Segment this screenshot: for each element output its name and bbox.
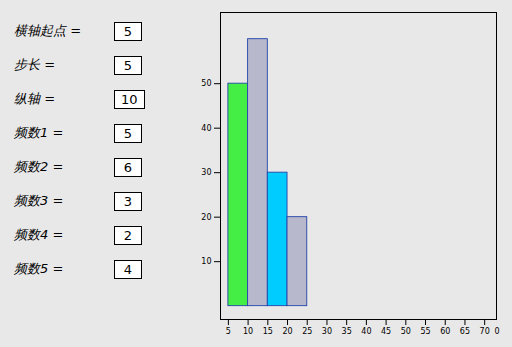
html-text:6: 6 xyxy=(123,159,133,175)
svg-text:20: 20 xyxy=(201,213,211,222)
svg-text:20: 20 xyxy=(282,327,292,336)
svg-text:40: 40 xyxy=(201,124,211,133)
svg-text:10: 10 xyxy=(201,257,211,266)
svg-text:10: 10 xyxy=(243,327,253,336)
svg-text:45: 45 xyxy=(381,327,391,336)
html-text:2: 2 xyxy=(123,227,133,243)
svg-text:30: 30 xyxy=(322,327,332,336)
html-text:3: 3 xyxy=(123,193,133,209)
html-text:5: 5 xyxy=(123,23,133,39)
html-text:频数2 =: 频数2 = xyxy=(14,159,68,174)
svg-text:0: 0 xyxy=(495,327,500,336)
html-text:频数4 =: 频数4 = xyxy=(14,227,68,242)
html-text:5: 5 xyxy=(123,125,133,141)
html-text:4: 4 xyxy=(123,261,133,277)
html-text:频数1 =: 频数1 = xyxy=(14,125,68,140)
html-text:10: 10 xyxy=(121,91,138,107)
svg-text:35: 35 xyxy=(342,327,352,336)
svg-text:30: 30 xyxy=(201,168,211,177)
svg-text:70: 70 xyxy=(480,327,490,336)
svg-text:55: 55 xyxy=(420,327,430,336)
html-text:纵轴 =: 纵轴 = xyxy=(14,91,60,106)
html-text:频数5 =: 频数5 = xyxy=(14,261,68,276)
svg-text:40: 40 xyxy=(361,327,371,336)
svg-text:5: 5 xyxy=(226,327,231,336)
svg-text:50: 50 xyxy=(201,79,211,88)
html-text:5: 5 xyxy=(123,57,133,73)
svg-text:15: 15 xyxy=(263,327,273,336)
svg-text:60: 60 xyxy=(440,327,450,336)
svg-text:65: 65 xyxy=(460,327,470,336)
html-text:频数3 =: 频数3 = xyxy=(14,193,68,208)
html-text:横轴起点 =: 横轴起点 = xyxy=(14,23,86,38)
html-text:步长 =: 步长 = xyxy=(14,57,60,72)
svg-text:25: 25 xyxy=(302,327,312,336)
svg-text:50: 50 xyxy=(401,327,411,336)
